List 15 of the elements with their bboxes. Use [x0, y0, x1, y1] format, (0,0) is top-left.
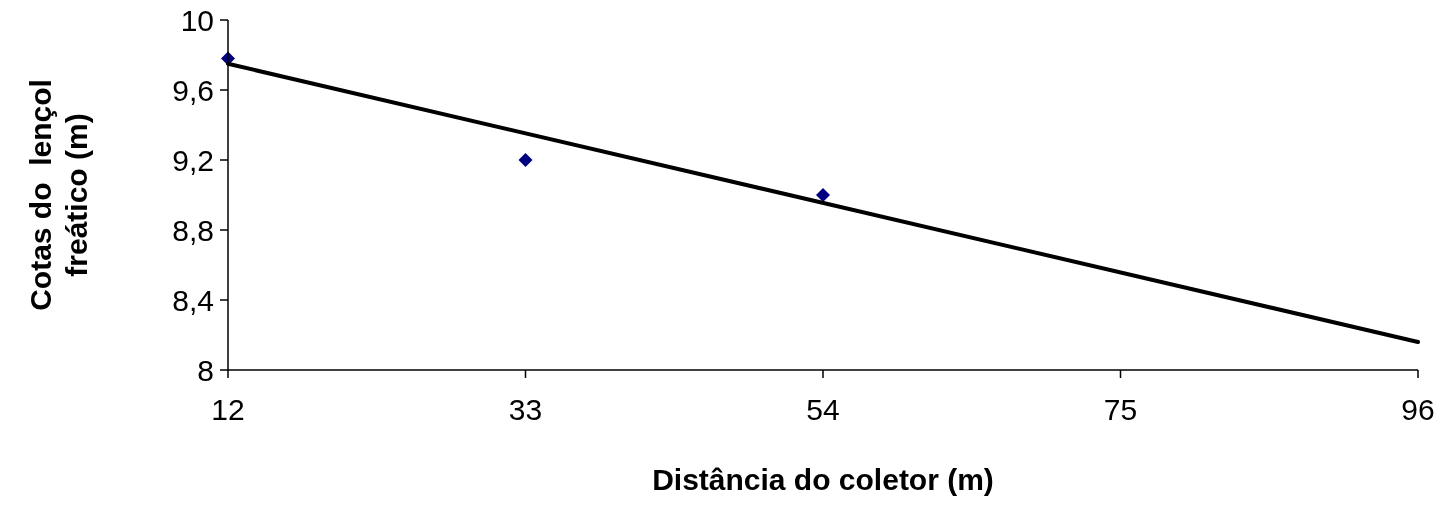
y-tick-label: 8,4	[172, 283, 214, 317]
x-tick-label: 33	[508, 393, 543, 426]
x-tick-label: 96	[1401, 393, 1435, 426]
y-tick-label: 9,2	[172, 143, 214, 177]
y-axis-title: Cotas do lençol freático (m)	[23, 79, 93, 311]
x-tick-label: 75	[1103, 393, 1138, 426]
y-tick-label: 10	[180, 3, 214, 37]
x-tick-label: 54	[806, 393, 840, 426]
point	[816, 188, 830, 202]
point	[518, 153, 533, 167]
y-tick-label: 8	[197, 353, 214, 387]
x-axis-title: Distância do coletor (m)	[652, 463, 994, 496]
y-tick-label: 9,6	[172, 73, 214, 107]
x-tick-label: 12	[211, 393, 245, 426]
y-tick-label: 8,8	[172, 213, 214, 247]
